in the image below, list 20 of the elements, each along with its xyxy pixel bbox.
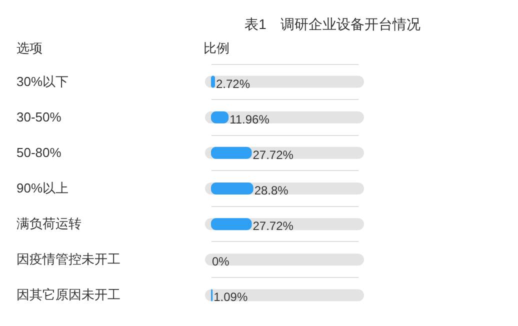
y-tick-label: 50-80%	[16, 144, 62, 160]
bar	[211, 146, 252, 159]
data-label: 27.72%	[252, 148, 294, 162]
y-tick-label: 30%以下	[16, 74, 69, 89]
y-axis-title: 选项	[16, 40, 42, 56]
data-label: 0%	[212, 254, 230, 269]
text: 表1 调研企业设备开台情况	[244, 16, 420, 32]
y-tick-label: 30-50%	[16, 109, 62, 124]
y-tick-label: 满负荷运转	[16, 216, 82, 232]
data-label: 2.72%	[216, 76, 250, 91]
x-axis-title: 比例	[204, 40, 230, 56]
data-label: 11.96%	[230, 112, 270, 126]
data-label: 28.8%	[254, 184, 289, 198]
data-label: 27.72%	[252, 219, 294, 234]
y-tick-label: 90%以上	[16, 180, 69, 196]
bar	[211, 218, 252, 230]
bar	[211, 182, 254, 194]
y-tick-label: 因疫情管控未开工	[16, 252, 120, 267]
data-label: 1.09%	[214, 290, 248, 304]
y-tick-label: 因其它原因未开工	[16, 287, 120, 302]
